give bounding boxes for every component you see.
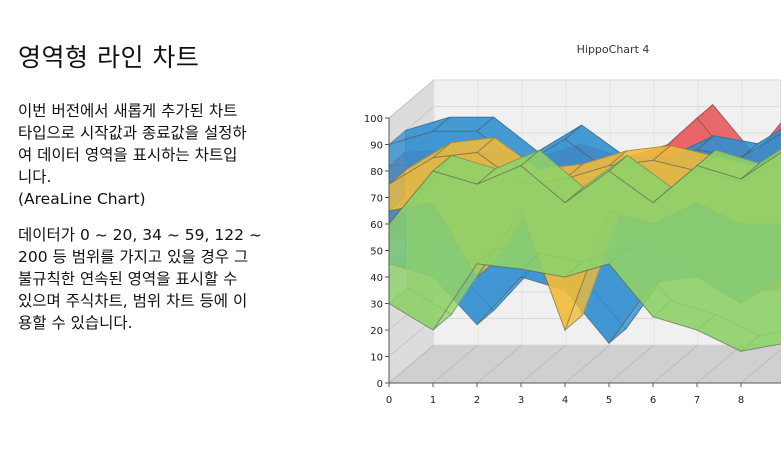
floor-line	[740, 348, 781, 384]
x-tick-label: 3	[518, 395, 524, 406]
y-tick-label: 30	[370, 300, 383, 311]
chart-title: HippoChart 4	[577, 43, 650, 56]
y-tick-label: 40	[370, 273, 383, 284]
floor-line	[388, 344, 435, 384]
description-panel: 영역형 라인 차트 이번 버전에서 새롭게 추가된 차트 타입으로 시작값과 종…	[18, 38, 296, 348]
gridline-side	[388, 106, 435, 145]
floor-line	[520, 344, 567, 384]
y-tick-label: 50	[370, 247, 383, 258]
x-tick-label: 8	[738, 395, 744, 406]
y-tick-label: 60	[370, 220, 383, 231]
description-paragraph-1: 이번 버전에서 새롭게 추가된 차트 타입으로 시작값과 종료값을 설정하 여 …	[18, 102, 247, 208]
x-tick-label: 2	[474, 395, 480, 406]
y-tick-label: 100	[364, 114, 383, 125]
y-tick-label: 90	[370, 141, 383, 152]
chart-container: HippoChart 4 0 10 20 30 40 50 60 70 80 90 100 0 1 2 3 4 5…	[330, 38, 781, 468]
gridline-side	[388, 79, 435, 119]
y-tick-label: 20	[370, 326, 383, 337]
y-tick-label: 0	[377, 379, 383, 390]
chart-floor	[387, 344, 781, 384]
x-tick-label: 0	[386, 395, 392, 406]
page-title: 영역형 라인 차트	[18, 43, 200, 72]
floor-line	[608, 344, 655, 384]
series-area-front	[388, 151, 781, 352]
floor-line	[564, 344, 611, 384]
x-tick-label: 6	[650, 395, 656, 406]
x-tick-label: 1	[430, 395, 436, 406]
floor-line	[432, 344, 479, 384]
x-tick-label: 4	[562, 395, 568, 406]
area-line-chart: HippoChart 4 0 10 20 30 40 50 60 70 80 90 100 0 1 2 3 4 5…	[364, 43, 781, 406]
floor-line	[652, 344, 699, 384]
floor-line	[476, 344, 523, 384]
y-tick-label: 70	[370, 194, 383, 205]
description-paragraph-2: 데이터가 0 ~ 20, 34 ~ 59, 122 ~ 200 등 범위를 가지…	[18, 226, 262, 332]
y-tick-label: 80	[370, 167, 383, 178]
x-tick-label: 7	[694, 395, 700, 406]
x-tick-label: 5	[606, 395, 612, 406]
floor-line	[696, 344, 743, 384]
y-tick-label: 10	[370, 353, 383, 364]
